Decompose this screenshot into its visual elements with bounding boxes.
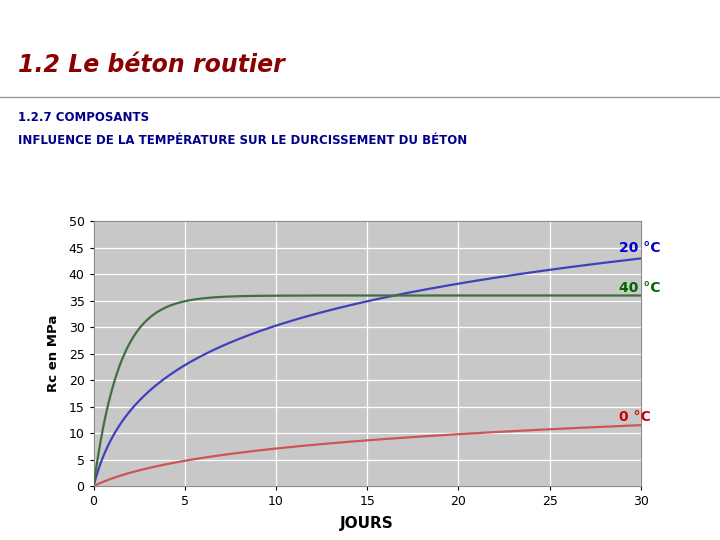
X-axis label: JOURS: JOURS: [341, 516, 394, 531]
Text: 20 °C: 20 °C: [619, 241, 660, 255]
Text: 1.2.7 COMPOSANTS: 1.2.7 COMPOSANTS: [18, 111, 149, 124]
Text: 1.2 Le béton routier: 1.2 Le béton routier: [18, 53, 284, 77]
Text: 0 °C: 0 °C: [619, 410, 651, 424]
Text: INFLUENCE DE LA TEMPÉRATURE SUR LE DURCISSEMENT DU BÉTON: INFLUENCE DE LA TEMPÉRATURE SUR LE DURCI…: [18, 133, 467, 147]
Text: 40 °C: 40 °C: [619, 281, 660, 294]
Y-axis label: Rc en MPa: Rc en MPa: [48, 315, 60, 393]
Text: SESSION 1 > Normalisation et bases de dimensionnement: SESSION 1 > Normalisation et bases de di…: [11, 14, 395, 26]
